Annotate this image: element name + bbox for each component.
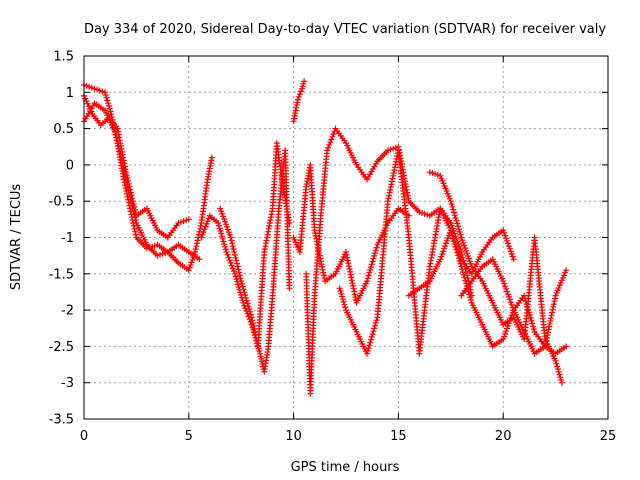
x-axis-label: GPS time / hours xyxy=(291,460,400,475)
series-line xyxy=(219,142,291,348)
y-tick-label: -3.5 xyxy=(49,413,74,428)
series-sat-track-m xyxy=(458,256,570,357)
data-layer xyxy=(81,78,570,397)
series-markers xyxy=(290,78,308,125)
series-markers xyxy=(81,92,192,241)
series-sat-track-d xyxy=(198,147,293,375)
y-tick-label: 1.5 xyxy=(53,50,74,65)
grid-layer xyxy=(84,56,608,419)
y-tick-label: -2.5 xyxy=(49,340,74,355)
series-markers xyxy=(426,169,565,386)
y-tick-label: -3 xyxy=(61,376,74,391)
y-tick-label: -0.5 xyxy=(49,195,74,210)
chart-title: Day 334 of 2020, Sidereal Day-to-day VTE… xyxy=(84,22,606,37)
y-tick-label: -1 xyxy=(61,231,74,246)
series-markers xyxy=(217,140,293,350)
y-axis-label: SDTVAR / TECUs xyxy=(9,184,24,291)
x-tick-label: 15 xyxy=(390,429,407,444)
series-markers xyxy=(303,125,381,397)
y-tick-label: 1 xyxy=(66,86,74,101)
y-tick-label: 0 xyxy=(66,158,74,173)
series-sat-track-g xyxy=(290,161,412,306)
series-markers xyxy=(458,256,570,357)
y-tick-label: -2 xyxy=(61,304,74,319)
series-sat-track-c xyxy=(81,92,192,241)
series-sat-track-l xyxy=(426,169,565,386)
series-sat-track-f xyxy=(290,78,308,125)
series-sat-track-h xyxy=(303,125,381,397)
series-sat-track-e xyxy=(217,140,293,350)
x-tick-label: 5 xyxy=(185,429,193,444)
x-tick-label: 25 xyxy=(600,429,617,444)
series-markers xyxy=(198,147,293,375)
x-tick-label: 10 xyxy=(285,429,302,444)
y-tick-label: 0.5 xyxy=(53,122,74,137)
y-tick-label: -1.5 xyxy=(49,267,74,282)
tick-layer: 0 5 10 15 20 25 -3.5 -3 -2.5 -2 -1.5 -1 -0.5 0 0.5 1 1.5 xyxy=(49,50,617,445)
x-tick-label: 20 xyxy=(495,429,512,444)
series-markers xyxy=(290,161,412,306)
x-tick-label: 0 xyxy=(80,429,88,444)
